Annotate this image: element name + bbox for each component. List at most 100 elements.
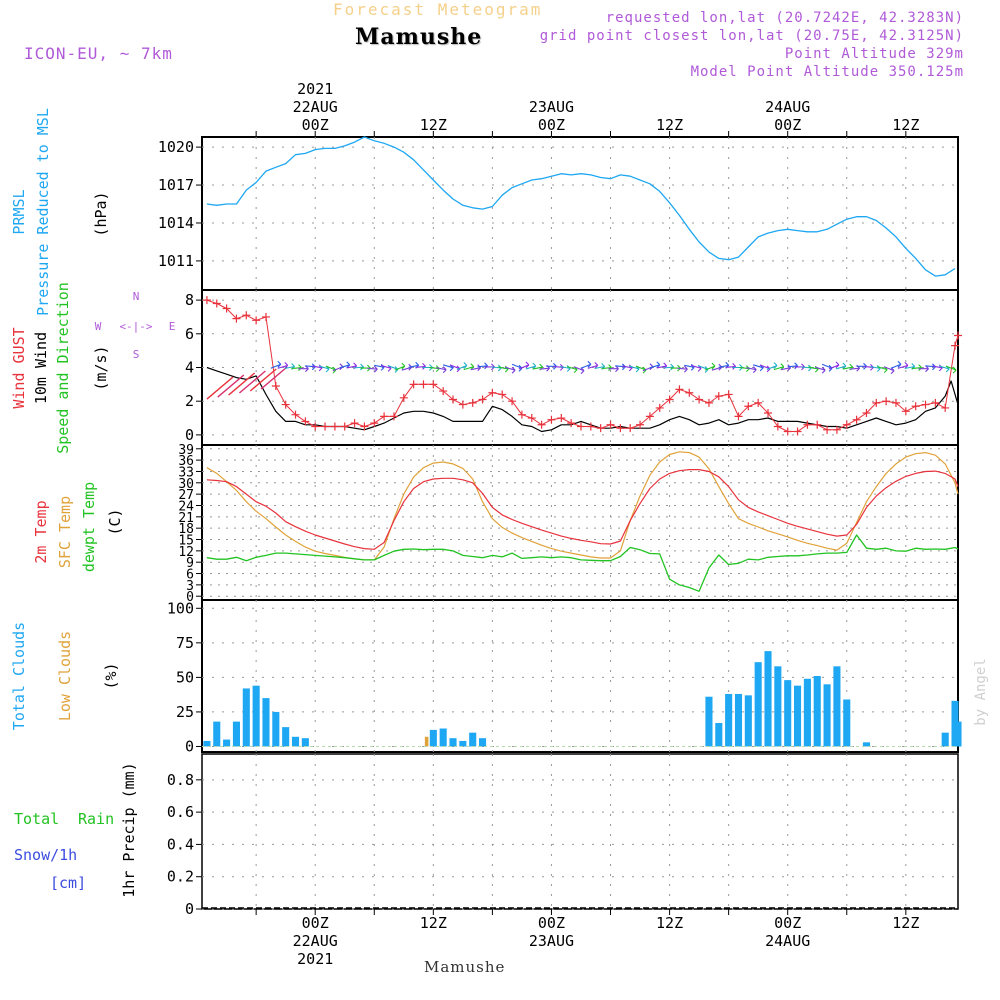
- total-clouds-bar: [754, 662, 762, 747]
- time-label-bottom: 22AUG: [293, 932, 338, 950]
- label-celsius: (C): [106, 508, 124, 535]
- total-clouds-bar: [262, 698, 270, 747]
- gust-marker: [340, 422, 349, 431]
- time-label-top: 24AUG: [765, 98, 810, 116]
- y-tick-label-temp: 21: [178, 511, 194, 526]
- wind-direction-arrow: [436, 366, 447, 374]
- wind-direction-arrow: [504, 366, 516, 374]
- gust-marker: [330, 422, 339, 431]
- time-label-bottom: 2021: [297, 950, 333, 968]
- y-tick-label-temp: 0: [186, 590, 194, 605]
- gust-marker: [291, 410, 300, 419]
- label-10m-wind: 10m Wind: [32, 332, 50, 404]
- y-tick-label-temp: 27: [178, 488, 194, 503]
- label-low-clouds: Low Clouds: [56, 631, 74, 721]
- gust-marker: [675, 385, 684, 394]
- y-tick-label-clouds: 75: [176, 634, 194, 652]
- total-clouds-bar: [784, 680, 792, 747]
- wind-direction-arrow: [704, 362, 716, 371]
- total-clouds-bar: [282, 727, 290, 747]
- gust-marker: [901, 407, 910, 416]
- y-tick-label-temp: 6: [186, 568, 194, 583]
- total-clouds-bar: [705, 696, 713, 747]
- gust-marker: [931, 398, 940, 407]
- time-label-bottom: 00Z: [302, 914, 329, 932]
- gust-marker: [380, 412, 389, 421]
- series-line-sfc-temp: [206, 451, 959, 561]
- gust-marker: [842, 420, 851, 429]
- gust-marker: [862, 408, 871, 417]
- gust-marker: [252, 316, 261, 325]
- gust-marker: [389, 412, 398, 421]
- label-wind-gust: Wind GUST: [10, 327, 28, 408]
- series-line-10m-wind: [206, 366, 959, 433]
- y-tick-label-wind: 0: [185, 426, 194, 444]
- total-clouds-bar: [469, 732, 477, 747]
- wind-barb: [228, 372, 256, 396]
- gust-marker: [803, 420, 812, 429]
- total-clouds-bar: [429, 729, 437, 747]
- gust-marker: [734, 412, 743, 421]
- gust-marker: [606, 420, 615, 429]
- y-tick-label-temp: 18: [178, 522, 194, 537]
- y-tick-label-temp: 30: [178, 477, 194, 492]
- gust-marker: [399, 393, 408, 402]
- gust-marker: [685, 388, 694, 397]
- gust-marker: [488, 388, 497, 397]
- gust-marker: [832, 425, 841, 434]
- wind-direction-arrow: [580, 360, 592, 369]
- compass-west: W: [95, 320, 102, 333]
- total-clouds-bar: [774, 666, 782, 747]
- gust-marker: [773, 422, 782, 431]
- time-label-top: 12Z: [892, 116, 919, 134]
- total-clouds-bar: [843, 699, 851, 747]
- compass-arrows-we: <-|->: [119, 320, 152, 333]
- total-clouds-bar: [203, 740, 211, 747]
- y-tick-label-temp: 36: [178, 454, 194, 469]
- label-2m-temp: 2m Temp: [32, 500, 50, 563]
- gust-marker: [891, 398, 900, 407]
- total-clouds-bar: [301, 738, 309, 747]
- gust-marker: [301, 417, 310, 426]
- y-tick-label-precip: 0.2: [167, 868, 194, 886]
- y-tick-label-pressure: 1011: [158, 252, 194, 270]
- gust-marker: [714, 392, 723, 401]
- y-tick-label-clouds: 25: [176, 703, 194, 721]
- y-tick-label-wind: 2: [185, 392, 194, 410]
- compass-south: S: [133, 348, 140, 361]
- gust-marker: [212, 299, 221, 308]
- y-tick-label-precip: 0.6: [167, 803, 194, 821]
- time-label-top: 22AUG: [293, 98, 338, 116]
- gust-marker: [429, 380, 438, 389]
- gust-marker: [468, 398, 477, 407]
- panel-frame-clouds: [201, 599, 959, 753]
- gust-marker: [350, 419, 359, 428]
- total-clouds-bar: [272, 711, 280, 747]
- y-tick-label-clouds: 0: [185, 737, 194, 755]
- gust-marker: [419, 380, 428, 389]
- wind-direction-arrow: [270, 360, 282, 369]
- label-speed-direction: Speed and Direction: [54, 282, 72, 454]
- gust-marker: [498, 390, 507, 399]
- wind-barb: [249, 368, 277, 392]
- label-total-clouds: Total Clouds: [10, 622, 28, 730]
- gust-marker: [665, 395, 674, 404]
- y-tick-label-wind: 4: [185, 359, 194, 377]
- y-tick-label-pressure: 1017: [158, 176, 194, 194]
- gust-marker: [754, 398, 763, 407]
- total-clouds-bar: [449, 738, 457, 747]
- gust-marker: [655, 403, 664, 412]
- wind-direction-arrow: [766, 362, 778, 371]
- wind-direction-arrow: [367, 365, 378, 373]
- model-point-altitude: Model Point Altitude 350.125m: [690, 64, 964, 80]
- gust-marker: [852, 415, 861, 424]
- label-pressure-msl: Pressure Reduced to MSL: [34, 108, 52, 316]
- gust-marker: [783, 427, 792, 436]
- y-tick-label-temp: 12: [178, 545, 194, 560]
- gust-marker: [586, 422, 595, 431]
- gust-marker: [321, 422, 330, 431]
- label-sfc-temp: SFC Temp: [56, 496, 74, 568]
- gust-marker: [695, 395, 704, 404]
- total-clouds-bar: [213, 721, 221, 747]
- wind-direction-arrow: [394, 362, 406, 371]
